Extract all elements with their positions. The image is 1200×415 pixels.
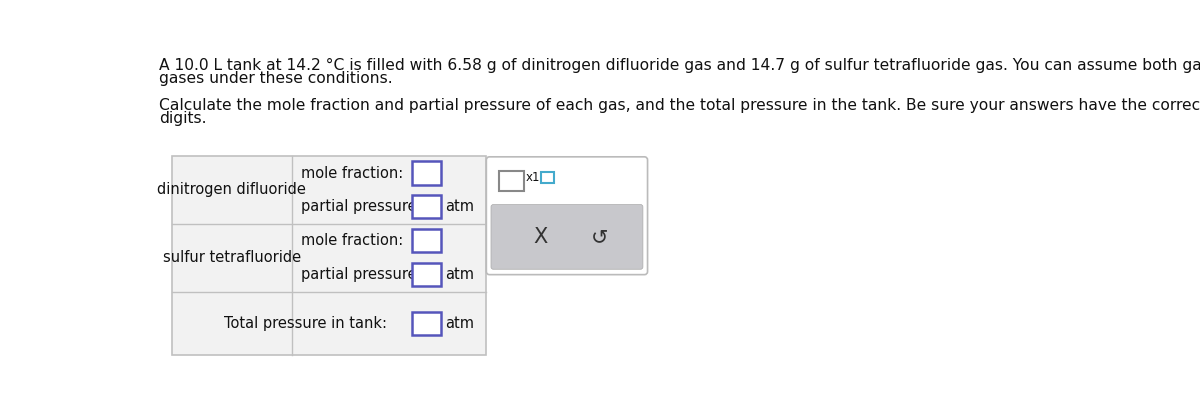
Text: partial pressure:: partial pressure:: [301, 267, 421, 282]
Bar: [541, 172, 553, 183]
Bar: [412, 263, 442, 286]
Text: gases under these conditions.: gases under these conditions.: [160, 71, 392, 86]
FancyBboxPatch shape: [486, 157, 648, 275]
Text: dinitrogen difluoride: dinitrogen difluoride: [157, 183, 306, 198]
Bar: [412, 195, 442, 218]
Bar: [172, 156, 486, 355]
Text: partial pressure:: partial pressure:: [301, 199, 421, 215]
Text: atm: atm: [445, 316, 474, 331]
Text: x10: x10: [526, 171, 547, 184]
Text: mole fraction:: mole fraction:: [301, 166, 403, 181]
Text: A 10.0 L tank at 14.2 °C is filled with 6.58 g of dinitrogen difluoride gas and : A 10.0 L tank at 14.2 °C is filled with …: [160, 58, 1200, 73]
Bar: [412, 312, 442, 335]
Text: digits.: digits.: [160, 111, 206, 127]
Text: Total pressure in tank:: Total pressure in tank:: [224, 316, 386, 331]
Text: sulfur tetrafluoride: sulfur tetrafluoride: [163, 250, 301, 265]
Text: atm: atm: [445, 199, 474, 215]
Text: atm: atm: [445, 267, 474, 282]
Text: mole fraction:: mole fraction:: [301, 233, 403, 248]
Bar: [412, 229, 442, 252]
Text: Calculate the mole fraction and partial pressure of each gas, and the total pres: Calculate the mole fraction and partial …: [160, 98, 1200, 112]
Text: ↺: ↺: [590, 227, 608, 247]
Text: X: X: [533, 227, 547, 247]
Bar: [499, 171, 523, 191]
Bar: [412, 161, 442, 185]
FancyBboxPatch shape: [491, 205, 643, 269]
